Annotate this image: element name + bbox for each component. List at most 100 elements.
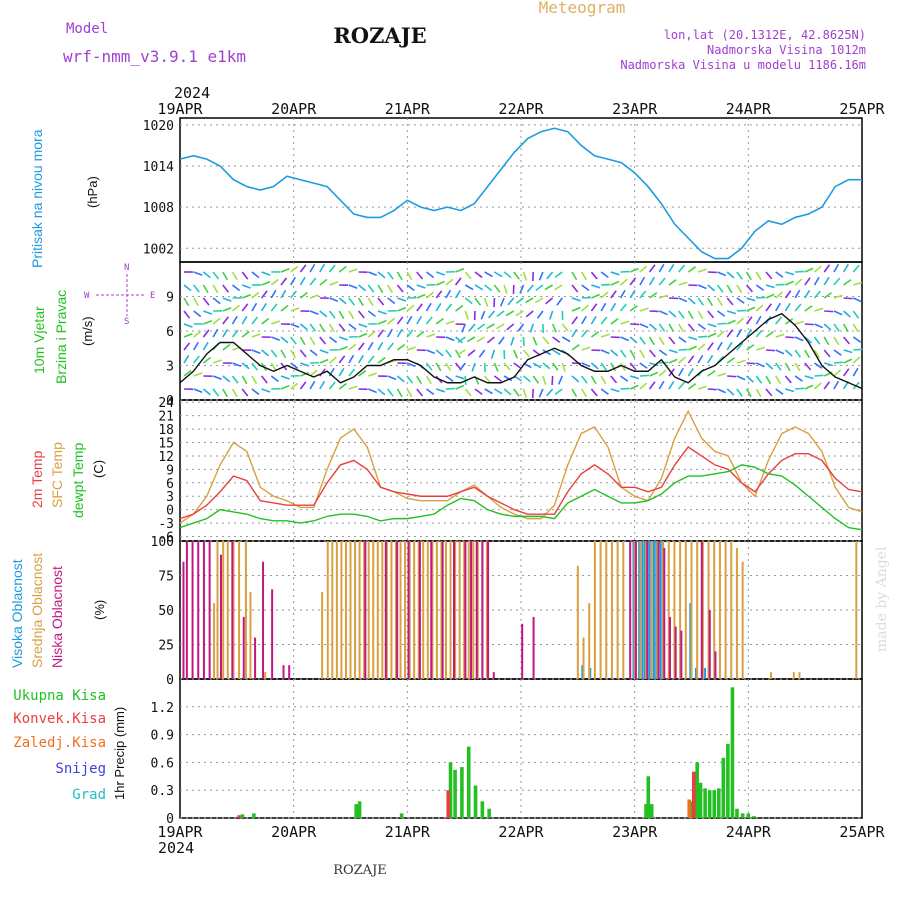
- wind-arrow: [794, 278, 803, 286]
- wind-arrow: [406, 271, 413, 281]
- wind-arrow: [581, 304, 590, 312]
- wind-arrow: [367, 330, 376, 338]
- wind-arrow: [406, 375, 414, 384]
- legend-frozen: Zaledj.Kisa: [13, 735, 106, 751]
- wind-arrow: [222, 307, 232, 312]
- y-tick-label: 0.6: [151, 756, 174, 771]
- wind-arrow: [280, 336, 289, 344]
- wind-arrow: [426, 388, 435, 396]
- wind-arrow: [823, 276, 830, 286]
- wind-arrow: [406, 329, 414, 338]
- wind-arrow: [280, 304, 289, 312]
- wind-arrow: [755, 362, 765, 368]
- wind-arrow: [232, 284, 241, 292]
- wind-arrow: [571, 297, 581, 302]
- wind-arrow: [736, 317, 745, 325]
- wind-arrow: [658, 349, 668, 356]
- wind-arrow: [461, 323, 467, 333]
- dewpoint-line: [179, 464, 863, 531]
- y-tick-label: 12: [158, 450, 174, 465]
- wind-arrow: [464, 284, 474, 291]
- wind-arrow: [260, 290, 268, 299]
- wind-arrow: [600, 362, 608, 371]
- wind-arrow: [697, 354, 704, 364]
- wind-arrow: [784, 375, 792, 384]
- wind-arrow: [785, 388, 795, 393]
- x-tick-label: 23APR: [612, 823, 658, 841]
- wind-arrow: [280, 349, 287, 359]
- wind-arrow: [591, 293, 601, 299]
- total-precip-bar: [735, 808, 739, 818]
- wind-arrow: [853, 281, 863, 286]
- wind-arrow: [498, 336, 505, 345]
- wind-arrow: [513, 362, 522, 370]
- wind-arrow: [202, 356, 211, 364]
- wind-arrow: [784, 302, 791, 312]
- wind-arrow: [697, 385, 707, 390]
- wind-arrow: [804, 349, 811, 359]
- wind-arrow: [687, 266, 697, 273]
- wind-arrow: [367, 355, 375, 364]
- temp-label-3: dewpt Temp: [70, 443, 86, 518]
- compass-icon: N W E S: [84, 263, 155, 327]
- wind-arrow: [581, 375, 588, 384]
- x-tick-label: 21APR: [385, 100, 431, 118]
- wind-arrow: [639, 374, 649, 377]
- wind-arrow: [852, 264, 860, 273]
- wind-arrow: [698, 335, 708, 338]
- total-precip-bar: [752, 816, 756, 818]
- wind-arrow: [648, 264, 656, 273]
- wind-arrow: [251, 362, 259, 371]
- wind-arrow: [525, 310, 534, 318]
- total-precip-bar: [399, 813, 404, 818]
- wind-arrow: [454, 289, 461, 299]
- wind-arrow: [212, 388, 220, 397]
- wind-arrow: [804, 384, 814, 390]
- wind-arrow: [538, 271, 544, 281]
- wind-arrow: [193, 341, 199, 351]
- wind-arrow: [503, 375, 513, 382]
- wind-arrow: [639, 382, 648, 390]
- wind-arrow: [561, 336, 571, 343]
- wind-arrow: [377, 319, 387, 325]
- wind-arrow: [338, 323, 346, 332]
- wind-arrow: [358, 284, 367, 292]
- wind-arrow: [581, 284, 590, 292]
- wind-arrow: [202, 329, 210, 338]
- wind-arrow: [222, 343, 231, 351]
- wind-arrow: [658, 277, 666, 286]
- wind-arrow: [823, 381, 831, 390]
- wind-arrow: [561, 323, 569, 332]
- wind-arrow: [455, 384, 465, 390]
- wind-arrow: [493, 375, 503, 383]
- wind-arrow: [697, 323, 706, 330]
- y-tick-label: 9: [166, 291, 174, 306]
- total-precip-bar: [740, 813, 745, 818]
- year-top: 2024: [174, 84, 210, 102]
- wind-arrow: [717, 271, 727, 277]
- wind-arrow: [610, 302, 617, 312]
- wind-arrow: [678, 356, 686, 364]
- wind-arrow: [552, 336, 561, 344]
- wind-arrow: [496, 310, 505, 318]
- wind-arrow: [271, 320, 281, 325]
- wind-arrow: [406, 362, 416, 368]
- wind-arrow: [678, 281, 688, 286]
- wind-arrow: [474, 388, 483, 396]
- svg-text:S: S: [124, 317, 129, 327]
- pressure-label: Pritisak na nivou mora: [29, 129, 45, 268]
- precip-unit: 1hr Precip (mm): [112, 707, 127, 800]
- svg-text:E: E: [150, 291, 155, 301]
- wind-arrow: [658, 336, 665, 346]
- wind-arrow: [193, 330, 202, 338]
- wind-arrow: [328, 264, 336, 273]
- wind-arrow: [843, 279, 852, 286]
- x-tick-label: 20APR: [271, 823, 317, 841]
- wind-arrow: [639, 290, 647, 299]
- wind-arrow: [678, 323, 685, 333]
- wind-arrow: [561, 362, 566, 372]
- wind-arrow: [658, 323, 666, 332]
- wind-arrow: [309, 294, 319, 299]
- wind-arrow: [639, 276, 646, 286]
